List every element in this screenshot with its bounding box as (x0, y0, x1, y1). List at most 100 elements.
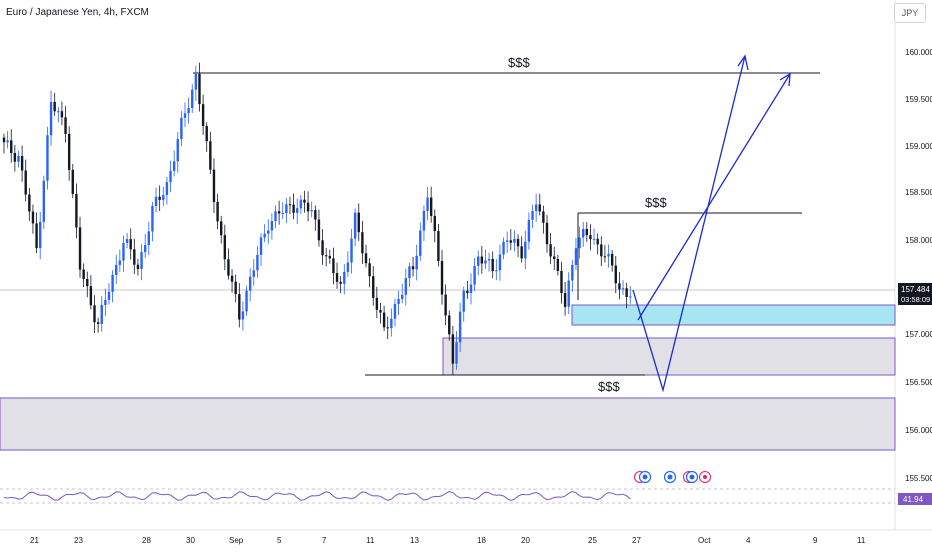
time-tick: 11 (366, 536, 375, 545)
candle-body (451, 334, 455, 364)
candle-body (281, 212, 284, 214)
candle-body (578, 237, 581, 249)
candle-body (625, 288, 628, 298)
candle-body (292, 204, 295, 213)
candle-body (6, 140, 9, 143)
time-tick: 27 (632, 536, 641, 545)
candle-body (556, 258, 560, 271)
candle-body (379, 309, 382, 313)
candle-body (444, 294, 447, 316)
candle-body (538, 204, 541, 212)
candle-body (531, 211, 534, 220)
candle-body (263, 233, 266, 238)
candle-body (24, 170, 27, 195)
candle-body (607, 253, 610, 257)
candle-body (314, 210, 317, 220)
candle-body (364, 253, 368, 264)
current-price-badge (898, 283, 932, 305)
candle-body (477, 256, 480, 266)
candle-body (361, 232, 364, 254)
candle-body (78, 227, 82, 270)
projection-arrows[interactable] (632, 54, 791, 393)
candle-body (368, 263, 371, 277)
currency-button[interactable]: JPY (894, 3, 926, 23)
candle-body (498, 254, 502, 271)
candle-body (419, 230, 422, 256)
candle-body (162, 195, 165, 200)
time-tick: 13 (410, 536, 419, 545)
candle-body (143, 245, 147, 253)
candle-body (288, 204, 292, 206)
candle-body (205, 125, 208, 142)
time-tick: 23 (74, 536, 83, 545)
candle-body (118, 260, 122, 265)
candle-body (466, 290, 469, 294)
candle-body (172, 161, 176, 171)
candle-body (397, 298, 400, 304)
demand-zone[interactable] (571, 304, 896, 326)
arrowhead-1 (737, 54, 749, 71)
candle-body (618, 283, 621, 290)
low-liquidity-label: $$$ (598, 379, 620, 394)
candle-body (585, 228, 589, 236)
candle-body (165, 182, 169, 196)
candle-body (191, 89, 194, 109)
symbol-title[interactable]: Euro / Japanese Yen, 4h, FXCM (6, 7, 149, 18)
candle-body (408, 266, 411, 279)
candle-body (86, 278, 89, 287)
candle-body (437, 231, 440, 261)
candle-body (353, 212, 357, 239)
candle-body (542, 211, 545, 223)
candle-body (375, 297, 379, 310)
candle-body (2, 137, 6, 143)
candle-body (201, 104, 205, 126)
candle-body (245, 290, 248, 312)
price-tick: 159.500 (905, 95, 932, 104)
time-tick: 9 (813, 536, 818, 545)
candle-body (339, 281, 342, 284)
candle-body (75, 194, 78, 228)
candle-body (230, 275, 234, 282)
candle-body (473, 265, 476, 285)
candle-body (296, 208, 299, 213)
gray-supply-zone[interactable] (442, 337, 896, 376)
candle-body (462, 290, 465, 312)
time-tick: 7 (322, 536, 327, 545)
candle-body (563, 293, 567, 307)
candle-body (390, 318, 393, 329)
candle-body (115, 264, 118, 275)
time-axis[interactable]: 21 23 28 30 Sep 5 7 11 13 18 20 25 27 Oc… (30, 536, 866, 545)
candle-body (64, 117, 67, 134)
candle-body (60, 111, 64, 118)
candle-body (346, 262, 350, 272)
rsi-pane[interactable]: 41.94 (0, 488, 932, 505)
candle-body (223, 235, 227, 260)
candle-body (571, 264, 574, 281)
candle-body (241, 311, 245, 320)
price-axis[interactable]: 160.000 159.500 159.000 158.500 158.000 … (905, 48, 932, 483)
candle-body (357, 212, 360, 233)
candle-body (180, 117, 183, 140)
time-tick: 21 (30, 536, 39, 545)
candle-body (183, 113, 187, 118)
candles (2, 62, 632, 375)
candle-body (154, 196, 158, 207)
candle-body (567, 280, 570, 307)
candle-body (440, 260, 444, 295)
candle-body (96, 322, 100, 324)
candle-body (614, 265, 617, 284)
candle-body (520, 246, 523, 259)
candle-body (107, 291, 111, 300)
time-tick: 5 (277, 536, 282, 545)
candle-body (227, 259, 230, 276)
projection-path-2[interactable] (637, 73, 791, 321)
lower-gray-zone[interactable] (0, 397, 896, 451)
candle-body (600, 244, 603, 257)
candle-body (89, 286, 93, 306)
candle-body (422, 210, 426, 231)
rsi-value-badge (898, 493, 932, 505)
event-markers[interactable] (634, 470, 711, 484)
projection-path-1[interactable] (632, 55, 746, 393)
candle-body (93, 305, 96, 323)
